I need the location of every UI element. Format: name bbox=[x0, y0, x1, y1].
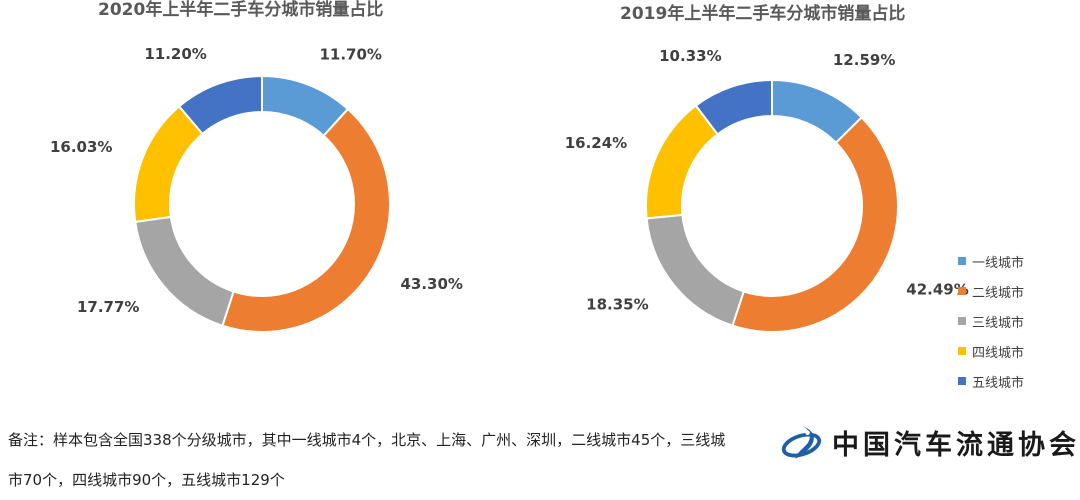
slice-2019-tier4 bbox=[645, 104, 720, 220]
legend-label: 一线城市 bbox=[972, 255, 1025, 271]
legend-label: 二线城市 bbox=[972, 285, 1025, 301]
data-label-2020-tier2: 43.30% bbox=[400, 275, 462, 293]
slice-2019-tier5 bbox=[694, 78, 773, 136]
legend-swatch-2 bbox=[958, 287, 966, 295]
data-label-2020-tier5: 11.20% bbox=[144, 45, 206, 63]
legend-item: 二线城市 bbox=[958, 276, 1024, 306]
association-name: 中国汽车流通协会 bbox=[832, 429, 1080, 461]
legend-label: 四线城市 bbox=[972, 345, 1025, 361]
association-logo: 中国汽车流通协会 bbox=[780, 416, 1080, 468]
slice-2019-tier3 bbox=[645, 213, 746, 327]
slice-2020-tier4 bbox=[133, 104, 204, 224]
slice-2019-tier2 bbox=[731, 115, 899, 333]
legend-label: 五线城市 bbox=[972, 375, 1025, 391]
data-label-2020-tier4: 16.03% bbox=[50, 138, 112, 156]
legend-swatch-3 bbox=[958, 317, 966, 325]
legend-item: 一线城市 bbox=[958, 246, 1024, 276]
data-label-2019-tier2: 42.49% bbox=[906, 280, 968, 298]
data-label-2019-tier5: 10.33% bbox=[659, 47, 721, 65]
footnote: 备注：样本包含全国338个分级城市，其中一线城市4个，北京、上海、广州、深圳，二… bbox=[8, 431, 726, 489]
legend-label: 三线城市 bbox=[972, 315, 1025, 331]
chart-title-2019: 2019年上半年二手车分城市销量占比 bbox=[620, 4, 906, 24]
data-label-2019-tier3: 18.35% bbox=[586, 296, 648, 314]
slice-2020-tier3 bbox=[134, 215, 235, 327]
data-label-2019-tier1: 12.59% bbox=[833, 51, 895, 69]
data-label-2020-tier3: 17.77% bbox=[77, 298, 139, 316]
slice-2020-tier5 bbox=[177, 74, 263, 136]
legend-item: 五线城市 bbox=[958, 366, 1024, 396]
legend-swatch-4 bbox=[958, 347, 966, 355]
legend-item: 四线城市 bbox=[958, 336, 1024, 366]
legend-item: 三线城市 bbox=[958, 306, 1024, 336]
donut-charts: 11.70% 43.30% 17.77% 16.03% 11.20% 12.59% 42.4… bbox=[50, 45, 969, 333]
legend-swatch-1 bbox=[958, 257, 966, 265]
slice-2020-tier2 bbox=[221, 107, 391, 333]
association-logo-icon bbox=[781, 426, 822, 459]
data-label-2019-tier4: 16.24% bbox=[565, 134, 627, 152]
legend: 一线城市 二线城市 三线城市 四线城市 五线城市 bbox=[958, 246, 1024, 396]
chart-title-2020: 2020年上半年二手车分城市销量占比 bbox=[98, 0, 384, 20]
legend-swatch-5 bbox=[958, 377, 966, 385]
data-label-2020-tier1: 11.70% bbox=[319, 46, 381, 64]
